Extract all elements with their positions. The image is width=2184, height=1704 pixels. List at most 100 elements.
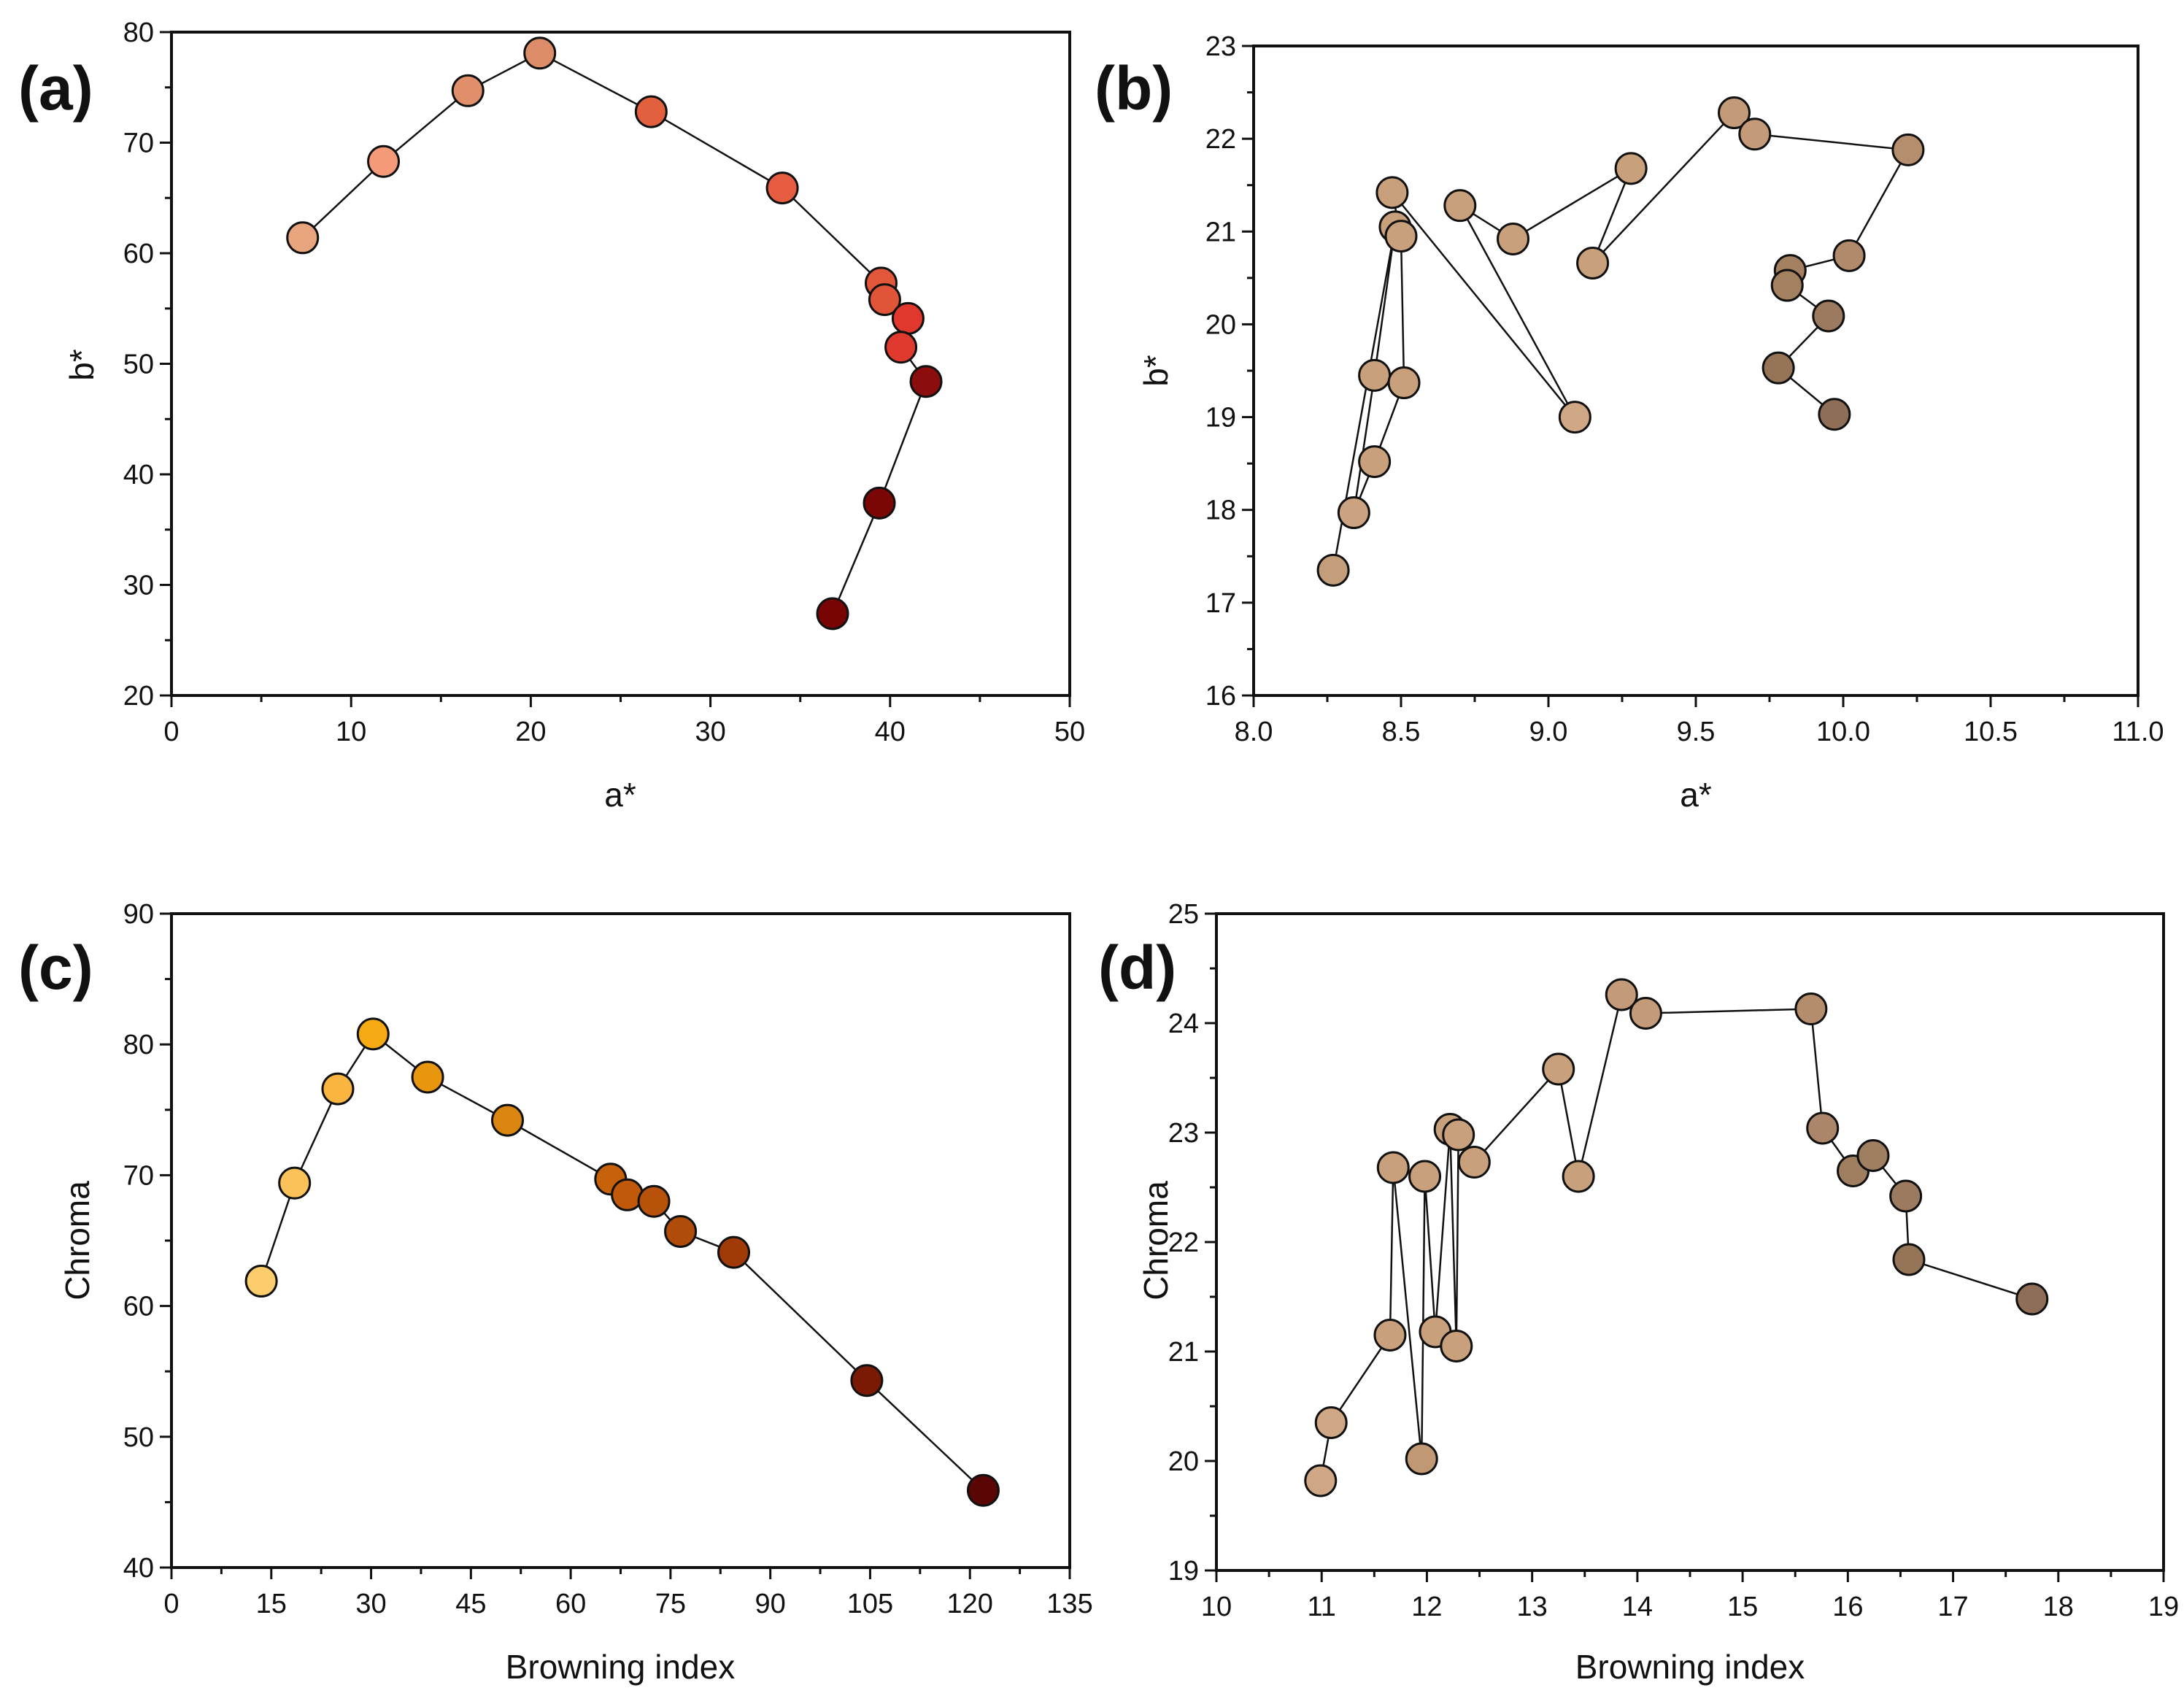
data-point [1337,496,1370,530]
x-tick-label: 10 [1201,1592,1232,1622]
x-tick-label: 20 [515,717,546,747]
panel-label: (c) [18,933,93,1002]
y-tick-label: 40 [123,460,154,490]
y-tick-label: 20 [1168,1446,1199,1477]
y-tick-label: 24 [1168,1009,1199,1039]
y-axis-title: Chroma [1137,1181,1175,1300]
y-tick-label: 50 [123,350,154,380]
x-tick-label: 8.0 [1235,717,1273,747]
data-point [1542,1052,1575,1086]
y-tick-label: 18 [1205,496,1236,526]
y-tick-label: 70 [123,128,154,159]
plot-frame [170,31,1071,697]
panel-d: (d) Browning index Chroma 10 11 12 13 14 15 16… [1098,899,2179,1686]
data-point [1770,269,1804,302]
x-tick-label: 17 [1937,1592,1968,1622]
x-tick-label: 14 [1622,1592,1653,1622]
x-tick-label: 11 [1307,1592,1335,1622]
data-point [891,301,925,335]
data-point [765,171,799,205]
data-point [321,1072,355,1106]
data-point [1614,152,1648,185]
y-tick-label: 40 [123,1553,154,1584]
data-point [863,486,896,520]
data-point [816,597,849,631]
x-tick-label: 30 [355,1589,386,1619]
x-tick-label: 50 [1054,717,1085,747]
data-point [411,1060,444,1094]
data-point [1442,1118,1475,1152]
y-tick-label: 90 [123,899,154,930]
y-tick-label: 20 [1205,309,1236,340]
data-point [1762,351,1795,385]
data-point [356,1017,390,1051]
data-point [490,1103,524,1137]
data-point [1384,220,1418,253]
x-tick-label: 40 [875,717,906,747]
x-tick-label: 9.0 [1529,717,1568,747]
x-tick-label: 135 [1046,1589,1092,1619]
x-tick-label: 13 [1517,1592,1548,1622]
data-point [1832,239,1866,272]
y-tick-label: 22 [1168,1227,1199,1258]
data-point [850,1364,884,1397]
data-point [1738,117,1772,151]
y-axis-title: Chroma [58,1181,96,1300]
data-point [1718,96,1751,130]
y-tick-label: 60 [123,1292,154,1322]
data-point [1358,358,1392,392]
y-tick-label: 19 [1168,1556,1199,1587]
y-tick-label: 30 [123,571,154,601]
data-point [1892,1243,1926,1276]
x-tick-label: 11.0 [2112,717,2164,747]
data-point [884,331,918,364]
x-axis-title: a* [1680,776,1712,814]
data-point [1376,1151,1410,1184]
data-point [1794,992,1828,1025]
data-point [523,36,557,70]
y-tick-label: 23 [1168,1118,1199,1149]
data-point [244,1265,278,1298]
series-line [1319,992,2033,1481]
data-point [664,1214,698,1248]
x-tick-label: 60 [555,1589,586,1619]
x-tick-label: 10 [336,717,366,747]
x-tick-label: 0 [163,717,179,747]
y-tick-label: 50 [123,1422,154,1453]
data-point [1576,247,1610,280]
data-point [1440,1330,1473,1362]
data-point [1408,1160,1442,1193]
data-point [634,95,668,128]
panel-label: (d) [1098,933,1176,1002]
y-tick-label: 19 [1205,403,1236,433]
data-point [1373,1319,1407,1352]
y-tick-label: 20 [123,681,154,712]
data-point [1856,1139,1890,1172]
x-tick-label: 45 [455,1589,486,1619]
y-tick-label: 25 [1168,899,1199,930]
x-tick-label: 105 [847,1589,893,1619]
data-point [966,1473,1000,1507]
data-point [286,221,320,255]
x-axis-title: a* [604,776,636,814]
series-line [301,52,927,614]
data-point [1314,1406,1348,1439]
x-tick-label: 120 [947,1589,993,1619]
series-line [260,1033,984,1492]
panel-b: (b) a* b* 8.0 8.5 9.0 9.5 10.0 10.5 11.0 16 17 18… [1095,31,2164,814]
x-tick-label: 16 [1832,1592,1863,1622]
plot-frame [170,912,1071,1569]
data-point [1443,189,1477,223]
data-point [1304,1464,1338,1497]
panel-c: (c) Browning index Chroma 0 15 30 45 60 75 90 1… [18,899,1093,1686]
x-tick-label: 8.5 [1382,717,1421,747]
y-tick-label: 23 [1205,31,1236,62]
data-point [1375,176,1409,209]
data-point [1629,997,1662,1030]
data-point [1387,366,1421,400]
data-point [1889,1179,1923,1213]
x-tick-label: 0 [163,1589,179,1619]
series-line [1332,111,1910,571]
x-axis-title: Browning index [1575,1648,1805,1686]
x-tick-label: 10.5 [1964,717,2018,747]
